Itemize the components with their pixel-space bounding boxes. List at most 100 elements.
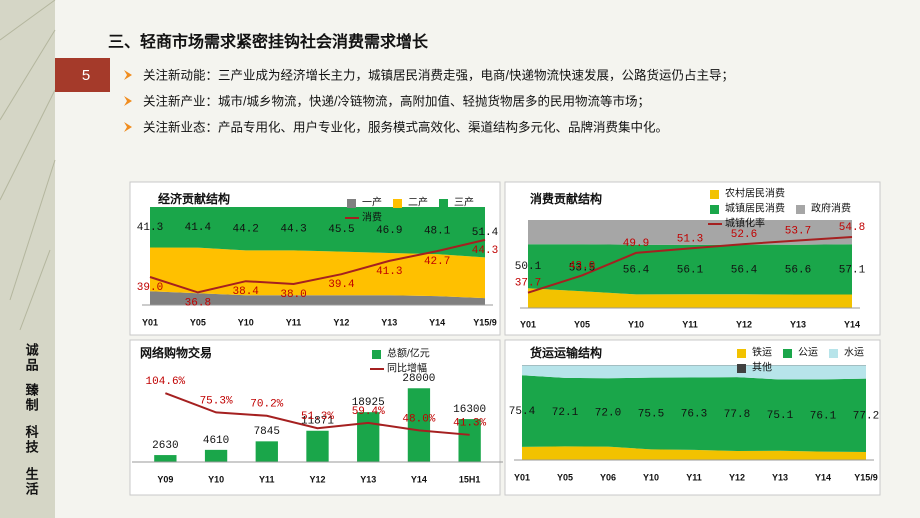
side-text: 科技 (24, 424, 39, 455)
bullet-text: 关注新产业：城市/城乡物流，快递/冷链物流，高附加值、轻抛货物居多的民用物流等市… (143, 93, 650, 108)
legend-label: 二产 (408, 196, 428, 209)
area (528, 288, 852, 308)
x-tick-label: Y11 (286, 317, 302, 327)
data-label: 53.7 (785, 225, 811, 237)
area (150, 207, 485, 258)
data-label: 75.5 (638, 408, 664, 420)
x-tick-label: Y05 (557, 472, 573, 482)
data-label: 16300 (453, 404, 486, 416)
legend-label: 其他 (752, 361, 772, 374)
bar (154, 455, 177, 462)
data-label: 56.6 (785, 265, 811, 277)
page-number: 5 (82, 67, 90, 84)
area (150, 247, 485, 299)
legend-label: 一产 (362, 196, 382, 209)
data-label: 54.8 (839, 222, 865, 234)
data-label: 44.3 (280, 224, 306, 236)
data-label: 45.5 (328, 224, 354, 236)
data-label: 56.4 (731, 264, 758, 276)
legend-swatch (737, 349, 746, 358)
data-label: 72.0 (595, 407, 621, 419)
legend-swatch (710, 205, 719, 214)
data-label: 18925 (352, 397, 385, 409)
x-tick-label: Y13 (360, 474, 376, 484)
data-label: 41.4 (185, 222, 212, 234)
legend-label: 水运 (844, 347, 864, 359)
x-tick-label: Y11 (682, 319, 698, 329)
x-tick-label: Y14 (844, 319, 860, 329)
area (150, 291, 485, 305)
x-tick-label: Y10 (628, 319, 644, 329)
bullet-icons (124, 70, 132, 132)
data-label: 51.3% (301, 411, 334, 423)
data-label: 41.3% (453, 418, 486, 430)
chart-title: 货运运输结构 (530, 345, 602, 360)
data-label: 41.3 (376, 266, 402, 278)
data-label: 51.4 (472, 227, 499, 239)
bar (458, 419, 481, 462)
data-label: 57.1 (839, 264, 866, 276)
bar (407, 388, 431, 462)
legend-label: 农村居民消费 (725, 187, 785, 200)
x-tick-label: Y14 (411, 474, 427, 484)
x-tick-label: Y12 (309, 474, 325, 484)
chart-title: 消费贡献结构 (530, 191, 602, 206)
legend-swatch (347, 199, 356, 208)
data-label: 37.7 (515, 278, 541, 290)
data-label: 39.4 (328, 279, 355, 291)
side-text: 生活 (24, 466, 39, 497)
data-label: 53.5 (569, 263, 595, 275)
data-label: 50.1 (515, 261, 542, 273)
data-label: 48.1 (424, 225, 451, 237)
legend-label: 总额/亿元 (387, 347, 430, 360)
area (522, 365, 866, 380)
legend-label: 同比增幅 (387, 362, 427, 375)
data-label: 38.0 (280, 289, 306, 301)
data-label: 75.4 (509, 406, 536, 418)
x-tick-label: Y15/9 (473, 317, 497, 327)
data-label: 42.7 (424, 256, 450, 268)
data-label: 28000 (402, 373, 435, 385)
bar (255, 441, 278, 462)
data-label: 77.2 (853, 410, 879, 422)
data-label: 48.0% (402, 413, 435, 425)
x-tick-label: Y11 (686, 472, 702, 482)
page-tab (55, 58, 110, 92)
side-decoration (0, 0, 56, 331)
data-label: 44.2 (233, 224, 259, 236)
legend-label: 政府消费 (811, 202, 851, 215)
bullet-text: 关注新业态：产品专用化、用户专业化，服务模式高效化、渠道结构多元化、品牌消费集中… (143, 119, 668, 134)
data-label: 49.9 (623, 238, 649, 250)
bar (357, 412, 380, 462)
data-label: 43.0 (569, 260, 595, 272)
legend-label: 城镇居民消费 (725, 202, 785, 215)
chart-panel (129, 339, 501, 496)
x-tick-label: Y05 (574, 319, 590, 329)
data-label: 56.1 (677, 264, 704, 276)
data-label: 76.3 (681, 409, 707, 421)
data-label: 104.6% (146, 376, 186, 388)
legend-label: 城镇化率 (725, 217, 765, 230)
legend-swatch (372, 350, 381, 359)
data-label: 38.4 (233, 286, 260, 298)
data-label: 76.1 (810, 410, 837, 422)
data-label: 77.8 (724, 409, 750, 421)
x-tick-label: Y12 (736, 319, 752, 329)
x-tick-label: Y13 (381, 317, 397, 327)
data-label: 41.3 (137, 222, 163, 234)
x-tick-label: Y13 (790, 319, 806, 329)
side-strip (0, 0, 55, 518)
data-label: 72.1 (552, 407, 579, 419)
data-label: 44.3 (472, 245, 498, 257)
data-label: 46.9 (376, 225, 402, 237)
x-tick-label: Y12 (333, 317, 349, 327)
x-tick-label: Y14 (815, 472, 831, 482)
legend-swatch (796, 205, 805, 214)
area (528, 244, 852, 295)
data-label: 39.0 (137, 282, 163, 294)
x-tick-label: 15H1 (459, 474, 481, 484)
data-label: 75.3% (200, 395, 233, 407)
x-tick-label: Y01 (520, 319, 536, 329)
data-label: 59.4% (352, 406, 385, 418)
